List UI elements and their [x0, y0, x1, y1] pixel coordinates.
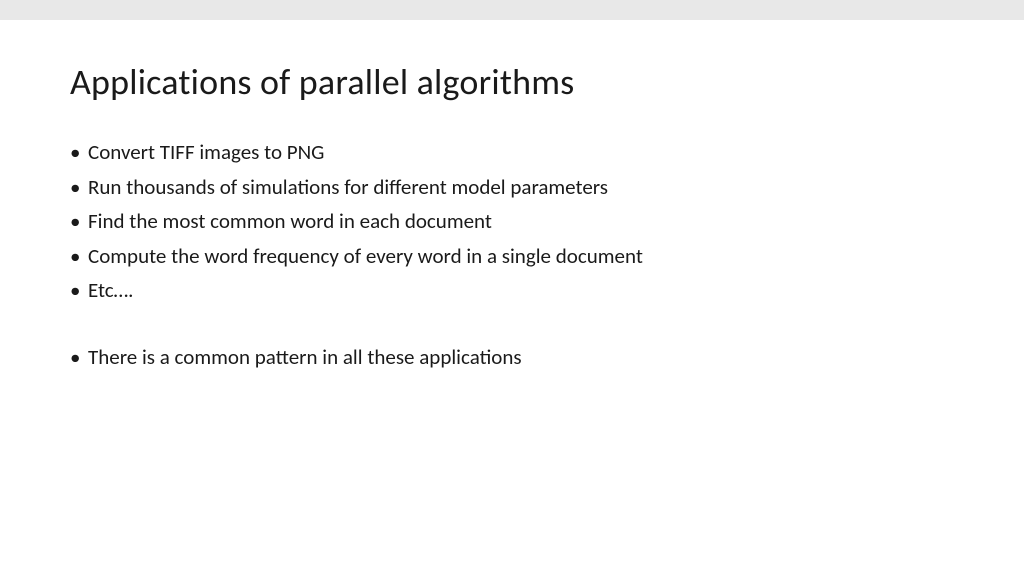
slide-content: Applications of parallel algorithms Conv…	[0, 20, 1024, 415]
bullet-item: There is a common pattern in all these a…	[70, 341, 954, 374]
bullet-item: Convert TIFF images to PNG	[70, 136, 954, 169]
bullet-list-main: Convert TIFF images to PNG Run thousands…	[70, 136, 954, 307]
bullet-item: Find the most common word in each docume…	[70, 205, 954, 238]
bullet-item: Compute the word frequency of every word…	[70, 240, 954, 273]
bullet-item: Run thousands of simulations for differe…	[70, 171, 954, 204]
bullet-item: Etc….	[70, 274, 954, 307]
bullet-list-summary: There is a common pattern in all these a…	[70, 341, 954, 374]
slide-title: Applications of parallel algorithms	[70, 60, 954, 104]
top-bar	[0, 0, 1024, 20]
bullet-spacer	[70, 309, 954, 341]
